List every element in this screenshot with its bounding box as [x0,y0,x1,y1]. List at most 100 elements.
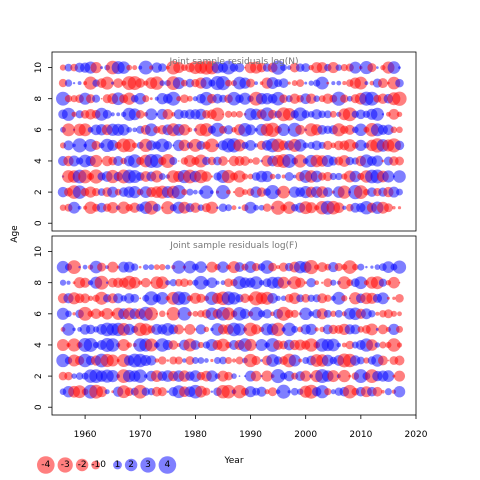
bubble [397,206,402,210]
bubble [217,261,229,273]
bubble [62,123,75,137]
bubble [365,323,378,336]
bubble [191,357,199,364]
bubble [156,276,169,289]
bubble [251,262,261,272]
bubble [244,201,257,214]
bubble [356,356,365,365]
bubble [68,201,80,214]
bubble [178,139,191,152]
bubble [247,173,254,180]
bubble [61,107,76,121]
bubble [225,204,232,212]
bubble [278,78,289,88]
bubble [166,390,170,393]
bubble [238,375,241,377]
bubble [293,139,307,152]
bubble [342,81,347,86]
legend-item: 3 [140,457,156,473]
bubble [322,187,333,197]
bubble [204,358,209,363]
bubble [323,278,333,288]
bubble [394,140,405,151]
bubble [361,308,372,320]
y-tick-label: 2 [34,189,44,195]
bubble [298,358,303,363]
bubble [64,63,73,72]
legend-item: 4 [158,456,177,474]
bubble [268,109,278,119]
bubble [184,324,196,335]
bubble [240,156,250,166]
bubble [158,356,167,365]
bubble [238,92,252,105]
bubble [398,281,401,284]
bubble [126,64,133,71]
x-axis: 1960 1970 1980 1990 2000 2010 2020 [74,415,428,440]
bubble [305,323,317,336]
bubble [59,279,67,286]
bubble [159,80,166,86]
legend-item: -4 [37,456,55,474]
bubble [117,123,130,136]
bubble [248,158,253,164]
bubble [371,155,384,167]
bubble [106,369,119,383]
bubble [173,62,185,74]
bubble [201,171,212,182]
bubble [332,291,346,305]
bubble [317,262,328,273]
panel-2: 0 2 4 6 8 10 Joint sample residuals log(F) 1960… [34,235,428,440]
bubble [169,356,178,365]
bubble [210,122,225,137]
bubble [381,389,385,394]
bubble [291,80,298,87]
bubble [395,294,404,303]
bubble [126,126,133,133]
bubble [245,124,256,136]
bubble [324,388,332,396]
bubble [296,79,305,87]
bubble [316,62,328,74]
bubble [374,264,381,270]
bubble [135,78,145,88]
bubble [215,184,231,200]
bubble [366,339,378,351]
bubble [157,387,167,397]
bubble [139,297,142,300]
bubble [261,370,273,382]
bubbles [56,60,407,215]
bubble [301,63,311,73]
bubble [344,124,355,135]
bubble [131,263,139,271]
bubble [256,386,267,397]
bubble [304,338,318,352]
legend-label: 4 [165,460,171,470]
bubble [392,260,407,274]
bubble [80,293,90,304]
legend-label: -3 [61,460,70,470]
bubble [116,112,121,117]
bubble [204,138,219,153]
bubble [134,92,147,105]
legend-bubble [91,460,101,470]
bubble [253,204,260,211]
bubble [215,76,231,91]
bubble [216,338,230,352]
bubble [295,124,306,135]
bubble [330,389,336,395]
bubble [336,80,342,86]
bubble [84,76,98,90]
bubble [323,309,332,318]
bubble [323,140,333,151]
legend-label: -1 [91,460,100,470]
bubble [333,202,345,214]
bubble [56,91,70,106]
bubble [117,61,130,74]
bubble [387,338,401,352]
legend-label: -2 [78,460,87,470]
bubble [242,189,248,196]
bubble [231,373,237,379]
bubble [342,260,357,274]
bubble [305,202,317,214]
